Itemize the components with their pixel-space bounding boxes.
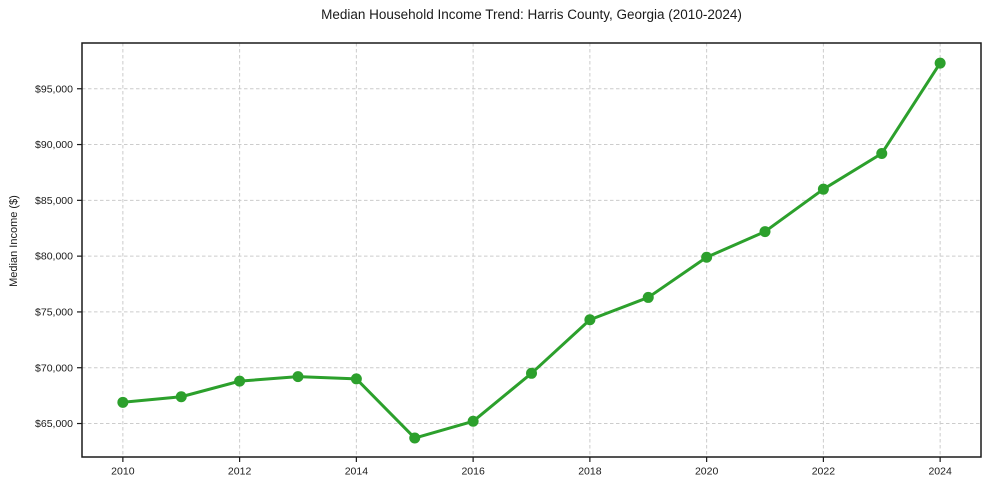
data-point-2021 <box>759 226 771 238</box>
data-point-2022 <box>817 183 829 195</box>
x-tick-label: 2018 <box>578 466 602 478</box>
x-tick-label: 2024 <box>928 466 952 478</box>
y-tick-label: $75,000 <box>35 307 73 319</box>
x-tick-label: 2020 <box>695 466 719 478</box>
y-tick-label: $65,000 <box>35 418 73 430</box>
data-point-2024 <box>934 57 946 69</box>
y-tick-label: $80,000 <box>35 251 73 263</box>
data-point-2023 <box>876 147 888 159</box>
axis-spines <box>81 42 982 458</box>
data-point-2020 <box>701 251 713 263</box>
y-tick-label: $95,000 <box>35 83 73 95</box>
x-tick-label: 2022 <box>812 466 836 478</box>
data-point-2012 <box>234 375 246 387</box>
data-point-2014 <box>350 373 362 385</box>
y-tick-label: $90,000 <box>35 139 73 151</box>
data-point-2018 <box>584 314 596 326</box>
data-point-2010 <box>117 396 129 408</box>
x-tick-label: 2016 <box>461 466 485 478</box>
x-tick-label: 2014 <box>345 466 369 478</box>
x-tick-label: 2010 <box>111 466 135 478</box>
data-point-2016 <box>467 415 479 427</box>
data-point-2013 <box>292 371 304 383</box>
y-tick-label: $85,000 <box>35 195 73 207</box>
chart-title: Median Household Income Trend: Harris Co… <box>321 7 742 22</box>
data-point-2019 <box>642 291 654 303</box>
data-point-2017 <box>526 367 537 379</box>
x-tick-label: 2012 <box>228 466 252 478</box>
y-tick-label: $70,000 <box>35 362 73 374</box>
plot-area <box>82 43 981 457</box>
data-point-2011 <box>175 391 187 403</box>
data-point-2015 <box>409 432 421 444</box>
